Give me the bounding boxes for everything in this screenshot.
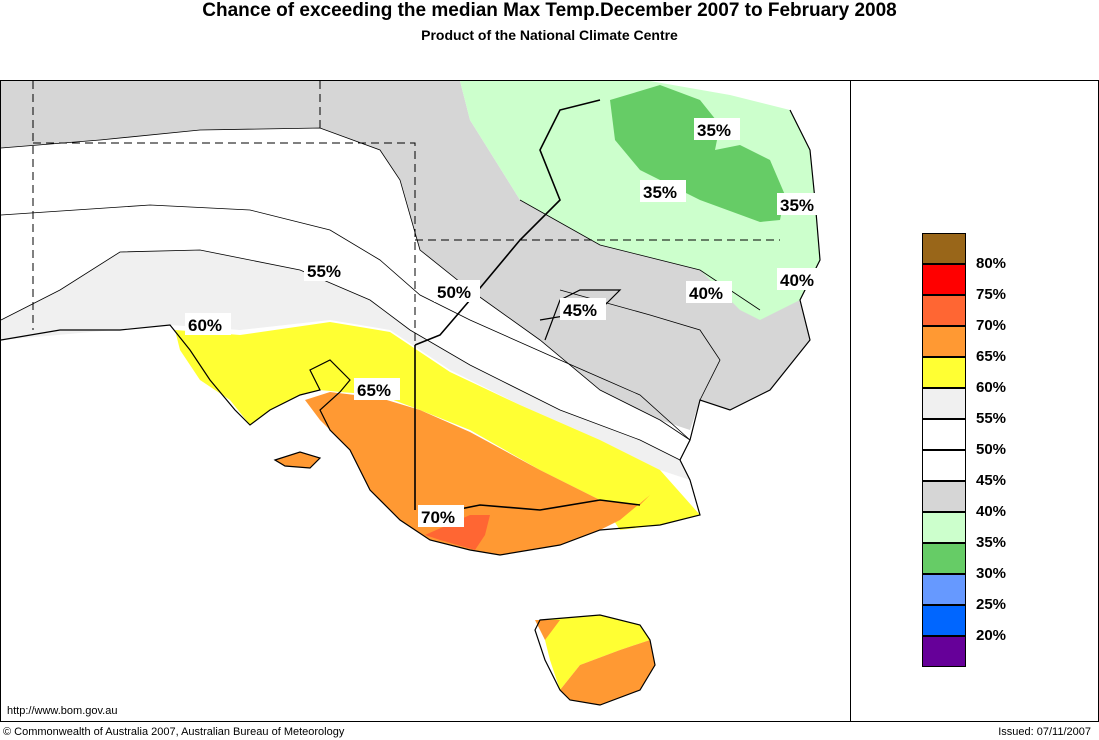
region-70pct — [425, 515, 490, 550]
legend-label: 50% — [976, 441, 1007, 458]
legend-label: 45% — [976, 472, 1007, 489]
legend-swatch — [922, 605, 966, 636]
legend-swatch — [922, 450, 966, 481]
region-60pct-tas — [540, 615, 650, 690]
label-60: 60% — [188, 316, 222, 335]
contour-labels: 35% 35% 35% 40% 40% 45% 50% 55% 60% 65% … — [185, 118, 823, 527]
legend-swatch — [922, 295, 966, 326]
legend-label: 35% — [976, 534, 1007, 551]
legend-swatch — [922, 264, 966, 295]
legend-label: 25% — [976, 596, 1007, 613]
legend-label: 20% — [976, 627, 1007, 644]
legend-swatch — [922, 419, 966, 450]
map-title: Chance of exceeding the median Max Temp.… — [202, 0, 897, 21]
label-40-west: 40% — [689, 284, 723, 303]
label-50: 50% — [437, 283, 471, 302]
legend-swatch — [922, 357, 966, 388]
region-55pct — [1, 250, 690, 480]
label-35-east: 35% — [780, 196, 814, 215]
footer-url[interactable]: http://www.bom.gov.au — [7, 705, 118, 717]
region-40pct-north — [1, 81, 810, 430]
legend-label: 30% — [976, 565, 1007, 582]
label-70: 70% — [421, 508, 455, 527]
footer-issued: Issued: 07/11/2007 — [998, 726, 1091, 738]
region-65pct-tas-west — [535, 620, 560, 640]
footer-copyright: © Commonwealth of Australia 2007, Austra… — [3, 726, 345, 738]
label-45: 45% — [563, 301, 597, 320]
map-subtitle: Product of the National Climate Centre — [421, 27, 678, 43]
legend-swatch — [922, 326, 966, 357]
label-55: 55% — [307, 262, 341, 281]
label-65: 65% — [357, 381, 391, 400]
legend-label: 70% — [976, 317, 1007, 334]
legend-label: 60% — [976, 379, 1007, 396]
legend-label: 40% — [976, 503, 1007, 520]
legend-swatch — [922, 388, 966, 419]
label-40-east: 40% — [780, 271, 814, 290]
region-30pct — [610, 85, 785, 222]
contour-lines — [0, 127, 761, 461]
region-60pct — [175, 322, 700, 530]
legend-label: 65% — [976, 348, 1007, 365]
legend-label: 75% — [976, 286, 1007, 303]
region-65pct-ki — [275, 452, 320, 468]
legend-swatch — [922, 543, 966, 574]
legend-label: 80% — [976, 255, 1007, 272]
region-65pct — [305, 392, 650, 555]
region-65pct-tas — [560, 640, 655, 705]
legend-swatch — [922, 636, 966, 667]
label-35-north: 35% — [697, 121, 731, 140]
region-boundaries — [32, 81, 780, 345]
legend-swatch — [922, 233, 966, 264]
legend-swatch — [922, 512, 966, 543]
legend-swatch — [922, 481, 966, 512]
outlook-map: 35% 35% 35% 40% 40% 45% 50% 55% 60% 65% … — [0, 81, 823, 706]
region-50pct — [1, 128, 690, 460]
legend-label: 55% — [976, 410, 1007, 427]
legend-panel — [850, 80, 1099, 721]
label-35-mid: 35% — [643, 183, 677, 202]
legend-swatch — [922, 574, 966, 605]
